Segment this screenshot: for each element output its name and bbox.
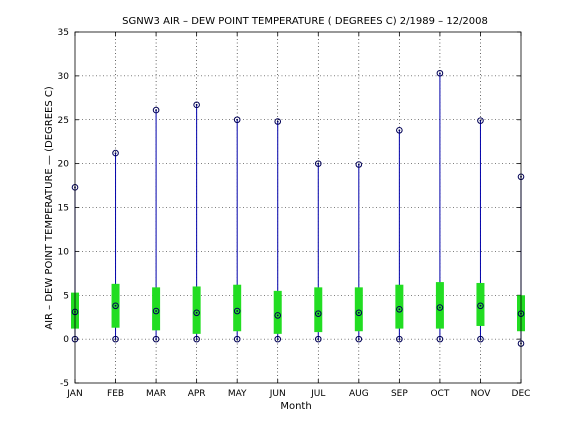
box-oct [435,282,444,329]
grid-layer [74,31,522,384]
x-tick-label: JUN [269,389,286,399]
chart-title: SGNW3 AIR – DEW POINT TEMPERATURE ( DEGR… [122,16,488,27]
median-marker-dot-oct [439,306,441,309]
median-marker-dot-apr [195,311,198,314]
max-marker-sep [396,126,403,134]
min-marker-jun [274,335,282,343]
median-marker-feb [112,302,119,310]
min-marker-jul [314,335,322,343]
max-marker-jun [274,118,282,125]
x-tick-label: APR [188,389,206,399]
x-axis-label: Month [280,401,311,412]
median-marker-dot-mar [155,310,157,312]
min-marker-dot-aug [357,338,360,341]
min-marker-dot-jul [317,338,320,341]
y-tick-label: -5 [60,379,69,389]
y-axis-label: AIR – DEW POINT TEMPERATURE — (DEGREES C… [44,86,55,330]
median-marker-apr [193,309,200,317]
y-tick-label: 10 [58,247,70,257]
x-tick-label: NOV [471,389,492,399]
x-tick-label: DEC [512,389,531,399]
median-marker-dot-nov [479,304,482,307]
x-tick-label: SEP [391,389,408,399]
min-marker-mar [152,335,160,343]
plot-area [74,31,522,384]
median-marker-mar [152,307,160,315]
median-marker-may [233,307,241,315]
max-marker-feb [112,149,119,157]
y-tick-label: 15 [58,204,69,214]
max-marker-dot-oct [439,72,441,75]
max-marker-dot-jul [317,162,320,165]
y-tick-label: 25 [58,116,69,126]
median-marker-oct [436,304,444,311]
median-marker-dot-sep [398,308,401,311]
min-marker-apr [193,335,200,343]
y-tick-label: 5 [63,291,69,301]
max-marker-oct [436,69,444,77]
max-marker-apr [193,101,200,109]
median-marker-dot-jun [276,314,279,317]
max-marker-dot-aug [357,163,360,166]
min-marker-dot-mar [155,338,157,341]
median-marker-nov [477,302,484,310]
min-marker-feb [112,335,119,343]
max-marker-mar [152,106,160,114]
y-tick-label: 30 [58,72,70,82]
min-marker-nov [477,335,484,343]
max-marker-dot-mar [155,109,157,111]
x-tick-labels: JAN FEB MAR APR MAY JUN JUL AUG SEP OCT NOV DEC [66,389,530,399]
min-marker-dot-oct [439,338,441,341]
max-marker-jul [314,160,322,167]
min-marker-dot-feb [114,338,117,341]
y-tick-label: 20 [58,160,70,170]
min-marker-dot-apr [195,338,198,341]
median-marker-dot-aug [357,311,360,314]
median-marker-dot-may [236,310,239,312]
max-marker-dot-nov [479,119,482,122]
box-nov [476,282,485,326]
x-tick-label: MAY [228,389,247,399]
x-tick-label: OCT [430,389,449,399]
x-tick-label: MAR [146,389,166,399]
box-aug [354,287,363,332]
max-marker-nov [477,117,484,124]
box-mar [152,287,161,331]
median-marker-dot-feb [114,304,117,307]
median-marker-dot-jul [317,312,320,315]
x-tick-label: JAN [66,389,82,399]
max-marker-dot-jun [276,120,279,123]
x-tick-label: FEB [107,389,124,399]
max-marker-dot-feb [114,152,117,154]
min-marker-dot-may [236,338,239,341]
max-marker-aug [355,161,363,168]
box-jul [314,287,323,333]
min-marker-oct [436,335,444,343]
median-marker-aug [355,309,363,317]
max-marker-may [233,116,241,124]
max-marker-dot-sep [398,129,401,132]
min-marker-sep [396,335,403,343]
data-layer [71,69,525,347]
x-tick-label: AUG [349,389,369,399]
min-marker-dot-sep [398,338,401,341]
max-marker-dot-apr [195,103,198,106]
median-marker-jul [314,310,322,317]
min-marker-dot-jun [276,338,279,341]
y-tick-label: 0 [63,335,69,345]
min-marker-dot-nov [479,338,482,341]
max-marker-dot-may [236,118,239,121]
median-marker-sep [396,305,403,313]
y-tick-label: 35 [58,28,69,38]
y-tick-labels: -5 0 5 10 15 20 25 30 35 [58,28,70,389]
x-tick-label: JUL [310,389,325,399]
min-marker-may [233,335,241,343]
min-marker-aug [355,335,363,343]
median-marker-jun [274,312,282,319]
